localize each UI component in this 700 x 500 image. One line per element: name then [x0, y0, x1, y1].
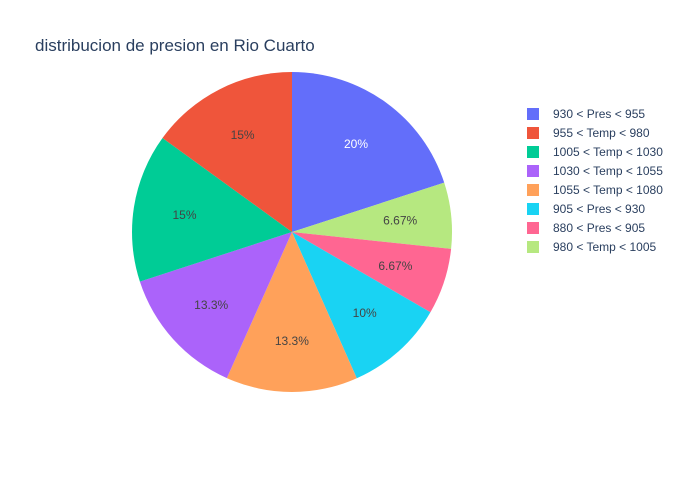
pie-slice-labels: 20% 6.67% 6.67% 10% 13.3% 13.3% 15% 15% [172, 128, 417, 348]
pie-slice-1055-temp-1080[interactable] [226, 232, 357, 393]
slice-label-1055-temp-1080: 13.3% [275, 334, 309, 348]
legend: 930 < Pres < 955 955 < Temp < 980 1005 < T… [527, 107, 663, 254]
pie-slice-930-pres-955[interactable] [292, 72, 445, 232]
pie-slice-1005-temp-1030[interactable] [132, 138, 292, 282]
slice-label-905-pres-930: 10% [353, 306, 377, 320]
legend-swatch [527, 108, 539, 120]
legend-label: 930 < Pres < 955 [553, 107, 645, 121]
legend-swatch [527, 146, 539, 158]
pie-slice-980-temp-1005[interactable] [292, 182, 452, 249]
legend-item-880-pres-905[interactable]: 880 < Pres < 905 [527, 221, 645, 235]
slice-label-980-temp-1005: 6.67% [383, 214, 417, 228]
legend-swatch [527, 127, 539, 139]
legend-item-1055-temp-1080[interactable]: 1055 < Temp < 1080 [527, 183, 663, 197]
legend-label: 980 < Temp < 1005 [553, 240, 657, 254]
legend-swatch [527, 203, 539, 215]
pie-slice-905-pres-930[interactable] [292, 232, 431, 379]
slice-label-930-pres-955: 20% [344, 137, 368, 151]
legend-swatch [527, 184, 539, 196]
legend-label: 905 < Pres < 930 [553, 202, 645, 216]
pie-slice-1030-temp-1055[interactable] [139, 232, 292, 379]
pie-slices [132, 72, 452, 393]
slice-label-1005-temp-1030: 15% [172, 208, 196, 222]
legend-swatch [527, 222, 539, 234]
slice-label-955-temp-980: 15% [231, 128, 255, 142]
slice-label-1030-temp-1055: 13.3% [194, 298, 228, 312]
legend-swatch [527, 165, 539, 177]
legend-item-930-pres-955[interactable]: 930 < Pres < 955 [527, 107, 645, 121]
legend-item-1030-temp-1055[interactable]: 1030 < Temp < 1055 [527, 164, 663, 178]
legend-item-905-pres-930[interactable]: 905 < Pres < 930 [527, 202, 645, 216]
legend-label: 1005 < Temp < 1030 [553, 145, 663, 159]
legend-item-980-temp-1005[interactable]: 980 < Temp < 1005 [527, 240, 657, 254]
legend-item-955-temp-980[interactable]: 955 < Temp < 980 [527, 126, 650, 140]
pie-slice-880-pres-905[interactable] [292, 232, 452, 313]
legend-label: 880 < Pres < 905 [553, 221, 645, 235]
legend-item-1005-temp-1030[interactable]: 1005 < Temp < 1030 [527, 145, 663, 159]
legend-label: 955 < Temp < 980 [553, 126, 650, 140]
legend-label: 1030 < Temp < 1055 [553, 164, 663, 178]
legend-label: 1055 < Temp < 1080 [553, 183, 663, 197]
chart-title: distribucion de presion en Rio Cuarto [35, 36, 315, 55]
legend-swatch [527, 241, 539, 253]
pie-slice-955-temp-980[interactable] [162, 72, 293, 232]
slice-label-880-pres-905: 6.67% [378, 259, 412, 273]
